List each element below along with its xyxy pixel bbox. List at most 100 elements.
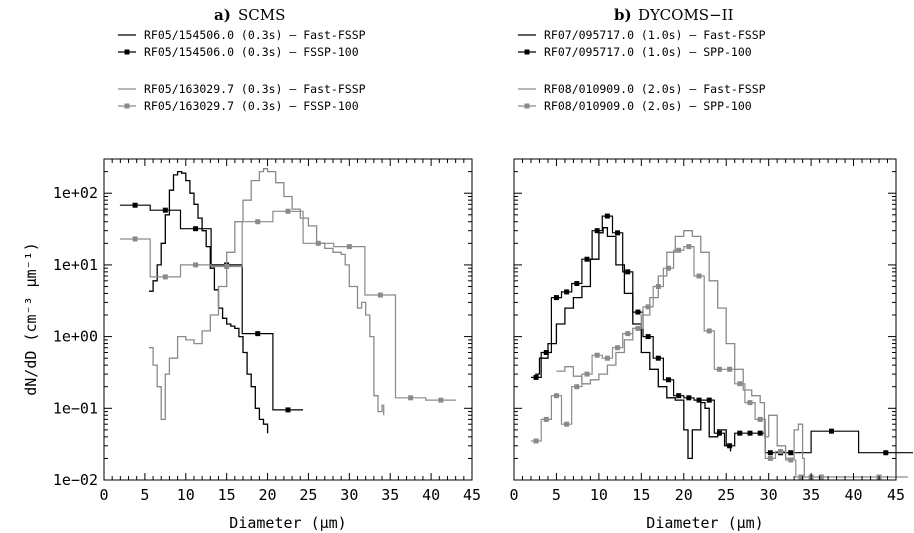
series-1: [531, 213, 913, 456]
data-point-marker: [716, 366, 722, 372]
data-point-marker: [132, 236, 138, 242]
data-point-marker: [193, 226, 199, 232]
x-tick-label: 10: [590, 486, 608, 504]
data-point-marker: [408, 395, 414, 401]
panel-b-plot-area: [531, 213, 913, 480]
series-0: [149, 170, 269, 434]
x-tick-label: 40: [422, 486, 440, 504]
panel-b: b) DYCOMS−II RF07/095717.0 (1.0s) – Fast…: [509, 6, 913, 532]
panel-a-plot-area: [119, 168, 457, 434]
x-tick-label: 20: [675, 486, 693, 504]
series-line: [149, 168, 385, 421]
data-point-marker: [224, 264, 230, 270]
data-point-marker: [798, 474, 804, 480]
data-point-marker: [533, 374, 539, 380]
data-point-marker: [635, 325, 641, 331]
legend-entry-2: RF05/163029.7 (0.3s) – Fast-FSSP: [118, 82, 366, 96]
panel-a-legend: RF05/154506.0 (0.3s) – Fast-FSSP RF05/154…: [118, 28, 366, 113]
data-point-marker: [747, 400, 753, 406]
data-point-marker: [625, 269, 631, 275]
series-line: [149, 170, 269, 434]
panel-b-x-label: Diameter (μm): [646, 514, 763, 532]
x-tick-label: 25: [299, 486, 317, 504]
data-point-marker: [828, 428, 834, 434]
legend-entry-3: RF05/163029.7 (0.3s) – FSSP-100: [118, 99, 359, 113]
panel-b-letter: b): [614, 6, 632, 24]
series-step-line: [531, 246, 908, 478]
y-tick-label: 1e+00: [53, 328, 98, 346]
legend-entry-1: RF05/154506.0 (0.3s) – FSSP-100: [118, 45, 359, 59]
data-point-marker: [193, 262, 199, 268]
legend-entry-0: RF05/154506.0 (0.3s) – Fast-FSSP: [118, 28, 366, 42]
x-tick-label: 30: [760, 486, 778, 504]
panel-a-title: SCMS: [238, 6, 285, 24]
data-point-marker: [574, 281, 580, 287]
legend-entry-0: RF07/095717.0 (1.0s) – Fast-FSSP: [518, 28, 766, 42]
panel-b-x-axis: 0 5 10 15 20 25 30 35 40 45: [509, 159, 905, 504]
data-point-marker: [543, 416, 549, 422]
legend-label: RF07/095717.0 (1.0s) – SPP-100: [544, 45, 752, 59]
series-2: [556, 230, 805, 477]
data-point-marker: [625, 331, 631, 337]
legend-label: RF08/010909.0 (2.0s) – Fast-FSSP: [544, 82, 766, 96]
data-point-marker: [737, 381, 743, 387]
data-point-marker: [706, 397, 712, 403]
data-point-marker: [285, 407, 291, 413]
legend-swatch-marker: [124, 103, 130, 109]
legend-label: RF05/163029.7 (0.3s) – FSSP-100: [144, 99, 359, 113]
data-point-marker: [716, 430, 722, 436]
data-point-marker: [696, 397, 702, 403]
data-point-marker: [315, 240, 321, 246]
data-point-marker: [574, 384, 580, 390]
x-tick-label: 5: [140, 486, 149, 504]
data-point-marker: [757, 430, 763, 436]
data-point-marker: [665, 377, 671, 383]
x-tick-label: 45: [887, 486, 905, 504]
series-1: [119, 202, 304, 413]
data-point-marker: [686, 244, 692, 250]
data-point-marker: [615, 230, 621, 236]
data-point-marker: [645, 334, 651, 340]
legend-swatch-marker: [124, 49, 130, 55]
data-point-marker: [584, 371, 590, 377]
panel-a: a) SCMS RF05/154506.0 (0.3s) – Fast-FSSP…: [22, 6, 481, 532]
legend-label: RF05/163029.7 (0.3s) – Fast-FSSP: [144, 82, 366, 96]
x-tick-label: 45: [463, 486, 481, 504]
legend-label: RF08/010909.0 (2.0s) – SPP-100: [544, 99, 752, 113]
data-point-marker: [533, 438, 539, 444]
panel-a-x-axis: 0 5 10 15 20 25 30 35 40 45: [99, 159, 481, 504]
data-point-marker: [767, 455, 773, 461]
x-tick-label: 25: [717, 486, 735, 504]
x-tick-label: 30: [340, 486, 358, 504]
data-point-marker: [584, 256, 590, 262]
data-point-marker: [747, 430, 753, 436]
x-tick-label: 35: [802, 486, 820, 504]
data-point-marker: [778, 448, 784, 454]
y-tick-label: 1e+01: [53, 256, 98, 274]
series-step-line: [531, 215, 913, 454]
panel-a-y-label: dN/dD (cm⁻³ μm⁻¹): [22, 242, 40, 396]
x-tick-label: 15: [632, 486, 650, 504]
series-2: [149, 168, 385, 421]
data-point-marker: [604, 355, 610, 361]
legend-swatch-marker: [524, 49, 530, 55]
data-point-marker: [883, 450, 889, 456]
series-step-line: [119, 204, 304, 411]
data-point-marker: [727, 366, 733, 372]
data-point-marker: [767, 450, 773, 456]
legend-label: RF07/095717.0 (1.0s) – Fast-FSSP: [544, 28, 766, 42]
data-point-marker: [655, 355, 661, 361]
legend-entry-1: RF07/095717.0 (1.0s) – SPP-100: [518, 45, 752, 59]
data-point-marker: [255, 331, 261, 337]
panel-b-title: DYCOMS−II: [638, 6, 734, 24]
data-point-marker: [162, 207, 168, 213]
series-3: [119, 208, 457, 403]
data-point-marker: [377, 292, 383, 298]
legend-swatch-marker: [524, 103, 530, 109]
x-tick-label: 5: [552, 486, 561, 504]
data-point-marker: [438, 397, 444, 403]
x-tick-label: 15: [218, 486, 236, 504]
data-point-marker: [543, 350, 549, 356]
data-point-marker: [696, 273, 702, 279]
